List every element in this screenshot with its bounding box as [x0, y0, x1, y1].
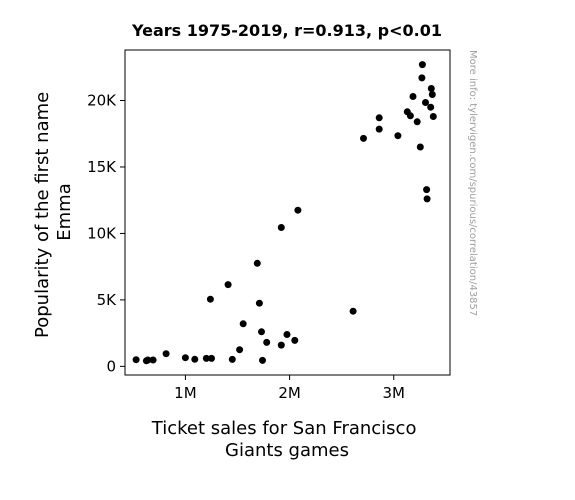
data-point — [224, 281, 232, 289]
y-tick-label: 20K — [87, 92, 117, 110]
y-tick-label: 10K — [87, 224, 117, 242]
data-point — [349, 307, 357, 315]
data-point — [294, 206, 302, 214]
data-point — [258, 328, 265, 336]
data-point — [162, 350, 170, 358]
x-axis-label-line-1: Ticket sales for San Francisco — [151, 418, 417, 439]
data-point — [427, 85, 435, 92]
data-point — [406, 112, 414, 120]
data-point — [418, 74, 426, 82]
data-point — [428, 91, 436, 98]
data-point — [429, 113, 437, 120]
y-tick-label: 5K — [97, 291, 118, 309]
data-point — [239, 320, 247, 328]
y-axis-label-line-1: Popularity of the first name — [32, 92, 53, 338]
y-tick-label: 15K — [87, 158, 117, 176]
data-point — [416, 143, 424, 151]
data-point — [375, 114, 383, 122]
data-point — [283, 331, 291, 338]
data-point — [132, 356, 140, 364]
data-point — [409, 93, 417, 100]
y-axis-label: Popularity of the first name Emma — [32, 86, 75, 338]
y-axis-label-line-2: Emma — [54, 183, 75, 240]
data-point — [291, 336, 299, 344]
y-axis: 0 5K 10K 15K 20K — [87, 92, 125, 375]
data-point — [360, 134, 367, 142]
x-tick-label: 2M — [278, 384, 301, 402]
data-point — [277, 341, 285, 349]
data-point — [228, 355, 236, 363]
data-point — [206, 295, 214, 303]
data-point — [423, 195, 431, 203]
data-point — [375, 125, 383, 133]
data-point — [422, 99, 429, 106]
x-axis-label: Ticket sales for San Francisco Giants ga… — [151, 418, 422, 461]
data-points — [132, 61, 437, 365]
data-point — [259, 356, 266, 364]
y-tick-label: 0 — [106, 357, 116, 375]
data-point — [277, 224, 285, 231]
x-axis: 1M 2M 3M — [174, 375, 405, 402]
data-point — [191, 355, 199, 363]
data-point — [253, 259, 261, 267]
x-tick-label: 3M — [383, 384, 406, 402]
x-tick-label: 1M — [174, 384, 197, 402]
plot-frame — [124, 49, 451, 376]
data-point — [236, 346, 244, 354]
x-axis-label-line-2: Giants games — [225, 440, 349, 461]
data-point — [208, 354, 215, 362]
data-point — [413, 118, 421, 126]
data-point — [263, 338, 271, 346]
data-point — [144, 356, 152, 364]
chart-title: Years 1975-2019, r=0.913, p<0.01 — [131, 21, 442, 40]
data-point — [181, 354, 189, 362]
data-point — [423, 186, 431, 194]
data-point — [202, 354, 210, 362]
data-point — [427, 103, 435, 111]
data-point — [149, 356, 157, 364]
data-point — [255, 299, 263, 307]
data-point — [418, 61, 426, 69]
source-watermark: More info: tylervigen.com/spurious/corre… — [467, 50, 478, 316]
data-point — [394, 132, 402, 140]
